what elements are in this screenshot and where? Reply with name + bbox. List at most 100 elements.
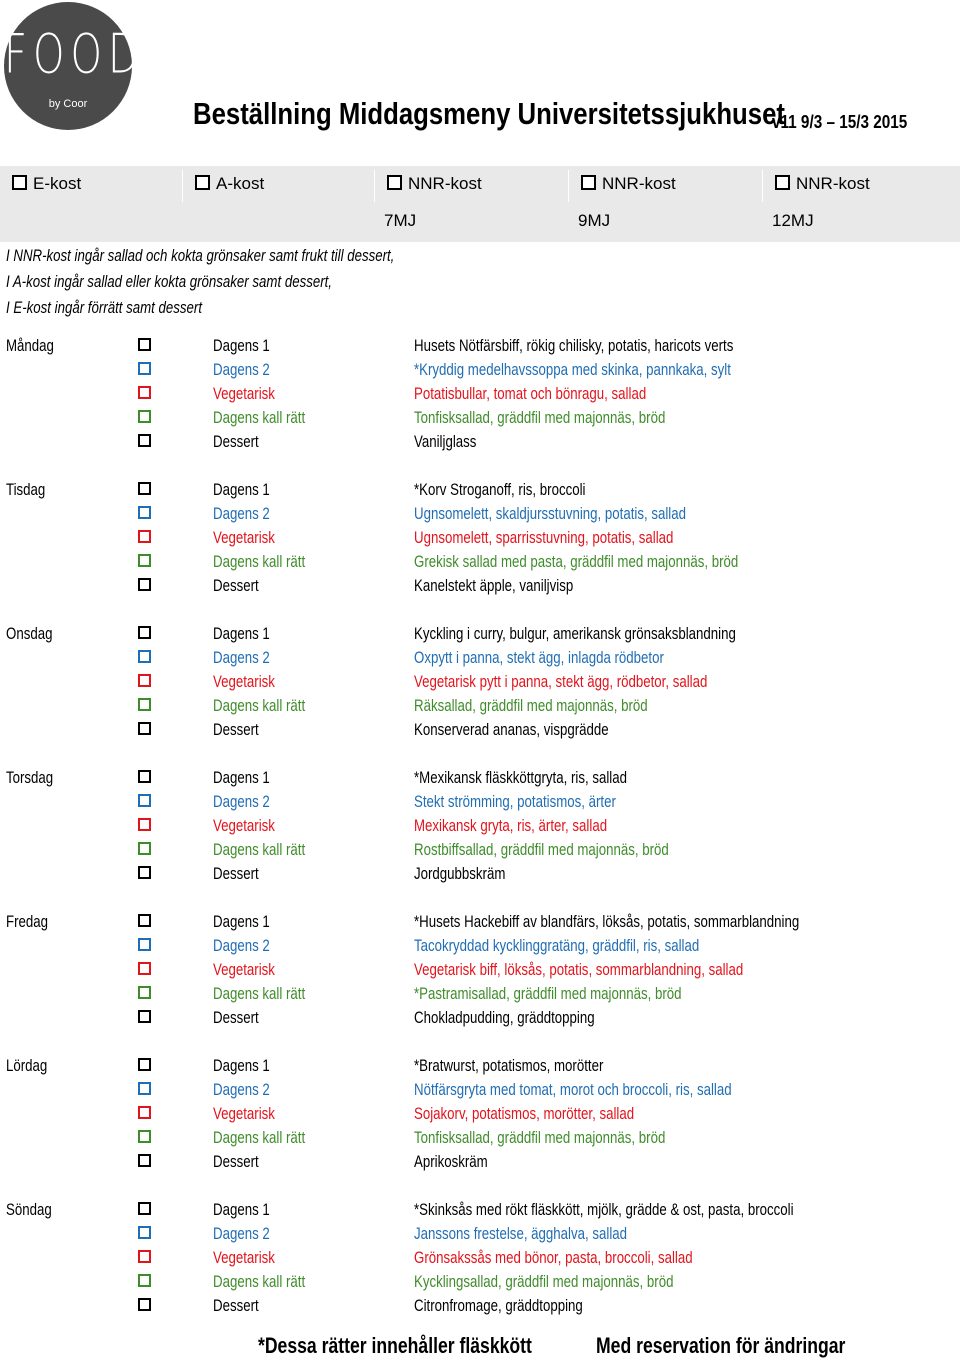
menu-row: Fredag Dagens 1 *Husets Hackebiff av bland… bbox=[0, 910, 960, 934]
order-checkbox[interactable] bbox=[138, 794, 151, 807]
checkbox-icon[interactable] bbox=[195, 175, 210, 190]
menu-row: Dagens kall rätt Tonfisksallad, gräddfil … bbox=[0, 1126, 960, 1150]
order-checkbox[interactable] bbox=[138, 650, 151, 663]
dish-description: *Mexikansk fläskköttgryta, ris, sallad bbox=[414, 768, 627, 787]
order-checkbox[interactable] bbox=[138, 626, 151, 639]
order-checkbox[interactable] bbox=[138, 962, 151, 975]
menu-row: Torsdag Dagens 1 *Mexikansk fläskköttgryta… bbox=[0, 766, 960, 790]
diet-option-nnr-12mj[interactable]: NNR-kost bbox=[762, 170, 951, 202]
checkbox-icon[interactable] bbox=[581, 175, 596, 190]
order-checkbox[interactable] bbox=[138, 1106, 151, 1119]
menu-row: Dessert Citronfromage, gräddtopping bbox=[0, 1294, 960, 1318]
menu-row: Dagens 2 Janssons frestelse, ägghalva, sa… bbox=[0, 1222, 960, 1246]
dish-description: Chokladpudding, gräddtopping bbox=[414, 1008, 595, 1027]
order-checkbox[interactable] bbox=[138, 1082, 151, 1095]
meal-category: Dagens 1 bbox=[213, 912, 270, 931]
note-line: I A-kost ingår sallad eller kokta grönsa… bbox=[6, 272, 332, 291]
checkbox-icon[interactable] bbox=[775, 175, 790, 190]
menu-row: Dagens kall rätt Grekisk sallad med pasta… bbox=[0, 550, 960, 574]
dish-description: Husets Nötfärsbiff, rökig chilisky, pota… bbox=[414, 336, 734, 355]
menu-row: Dagens kall rätt Rostbiffsallad, gräddfil… bbox=[0, 838, 960, 862]
order-checkbox[interactable] bbox=[138, 1058, 151, 1071]
diet-option-nnr-9mj[interactable]: NNR-kost bbox=[568, 170, 757, 202]
order-checkbox[interactable] bbox=[138, 434, 151, 447]
meal-category: Dagens 2 bbox=[213, 504, 270, 523]
order-checkbox[interactable] bbox=[138, 866, 151, 879]
meal-category: Dagens kall rätt bbox=[213, 840, 306, 859]
order-checkbox[interactable] bbox=[138, 842, 151, 855]
menu-row: Vegetarisk Vegetarisk biff, löksås, potat… bbox=[0, 958, 960, 982]
diet-option-a-kost[interactable]: A-kost bbox=[182, 170, 371, 202]
day-label: Torsdag bbox=[6, 768, 54, 787]
dish-description: Janssons frestelse, ägghalva, sallad bbox=[414, 1224, 628, 1243]
order-checkbox[interactable] bbox=[138, 1274, 151, 1287]
order-checkbox[interactable] bbox=[138, 530, 151, 543]
dish-description: Räksallad, gräddfil med majonnäs, bröd bbox=[414, 696, 648, 715]
dish-description: *Pastramisallad, gräddfil med majonnäs, … bbox=[414, 984, 682, 1003]
dish-description: Ugnsomelett, sparrisstuvning, potatis, s… bbox=[414, 528, 674, 547]
meal-category: Dagens kall rätt bbox=[213, 696, 306, 715]
order-checkbox[interactable] bbox=[138, 818, 151, 831]
order-checkbox[interactable] bbox=[138, 410, 151, 423]
diet-option-label: NNR-kost bbox=[408, 174, 482, 193]
dish-description: Jordgubbskräm bbox=[414, 864, 506, 883]
diet-option-nnr-7mj[interactable]: NNR-kost bbox=[374, 170, 563, 202]
order-checkbox[interactable] bbox=[138, 722, 151, 735]
meal-category: Dagens 1 bbox=[213, 624, 270, 643]
checkbox-icon[interactable] bbox=[12, 175, 27, 190]
order-checkbox[interactable] bbox=[138, 338, 151, 351]
order-checkbox[interactable] bbox=[138, 986, 151, 999]
menu-row: Dagens 2 Stekt strömming, potatismos, ärt… bbox=[0, 790, 960, 814]
order-checkbox[interactable] bbox=[138, 1226, 151, 1239]
logo-wordmark: FOOD bbox=[4, 23, 145, 87]
order-checkbox[interactable] bbox=[138, 1298, 151, 1311]
order-checkbox[interactable] bbox=[138, 506, 151, 519]
order-checkbox[interactable] bbox=[138, 1250, 151, 1263]
menu-row: Vegetarisk Ugnsomelett, sparrisstuvning, … bbox=[0, 526, 960, 550]
dish-description: Tacokryddad kycklinggratäng, gräddfil, r… bbox=[414, 936, 700, 955]
order-checkbox[interactable] bbox=[138, 698, 151, 711]
order-checkbox[interactable] bbox=[138, 1130, 151, 1143]
meal-category: Dagens 2 bbox=[213, 648, 270, 667]
menu-row: Dessert Vaniljglass bbox=[0, 430, 960, 454]
order-checkbox[interactable] bbox=[138, 482, 151, 495]
dish-description: Mexikansk gryta, ris, ärter, sallad bbox=[414, 816, 608, 835]
diet-option-label: A-kost bbox=[216, 174, 265, 193]
order-checkbox[interactable] bbox=[138, 1010, 151, 1023]
order-checkbox[interactable] bbox=[138, 938, 151, 951]
dish-description: *Bratwurst, potatismos, morötter bbox=[414, 1056, 604, 1075]
order-checkbox[interactable] bbox=[138, 914, 151, 927]
dish-description: Vegetarisk pytt i panna, stekt ägg, rödb… bbox=[414, 672, 708, 691]
menu-row: Lördag Dagens 1 *Bratwurst, potatismos, mo… bbox=[0, 1054, 960, 1078]
menu-row: Dagens kall rätt Kycklingsallad, gräddfil… bbox=[0, 1270, 960, 1294]
meal-category: Dessert bbox=[213, 864, 259, 883]
dish-description: Oxpytt i panna, stekt ägg, inlagda rödbe… bbox=[414, 648, 664, 667]
order-checkbox[interactable] bbox=[138, 362, 151, 375]
menu-row: Dagens kall rätt Tonfisksallad, gräddfil … bbox=[0, 406, 960, 430]
checkbox-icon[interactable] bbox=[387, 175, 402, 190]
diet-option-e-kost[interactable]: E-kost bbox=[0, 170, 188, 202]
order-checkbox[interactable] bbox=[138, 386, 151, 399]
order-checkbox[interactable] bbox=[138, 1154, 151, 1167]
page-title: Beställning Middagsmeny Universitetssjuk… bbox=[193, 96, 785, 131]
meal-category: Dagens kall rätt bbox=[213, 552, 306, 571]
note-line: I E-kost ingår förrätt samt dessert bbox=[6, 298, 203, 317]
meal-category: Dessert bbox=[213, 1152, 259, 1171]
order-checkbox[interactable] bbox=[138, 1202, 151, 1215]
meal-category: Dagens kall rätt bbox=[213, 1128, 306, 1147]
order-checkbox[interactable] bbox=[138, 578, 151, 591]
order-checkbox[interactable] bbox=[138, 554, 151, 567]
meal-category: Dessert bbox=[213, 1008, 259, 1027]
menu-row: Måndag Dagens 1 Husets Nötfärsbiff, rökig … bbox=[0, 334, 960, 358]
meal-category: Dagens 2 bbox=[213, 936, 270, 955]
menu-row: Dagens 2 Ugnsomelett, skaldjursstuvning, … bbox=[0, 502, 960, 526]
meal-category: Dagens kall rätt bbox=[213, 984, 306, 1003]
order-checkbox[interactable] bbox=[138, 770, 151, 783]
dish-description: Vaniljglass bbox=[414, 432, 477, 451]
order-checkbox[interactable] bbox=[138, 674, 151, 687]
meal-category: Dagens kall rätt bbox=[213, 408, 306, 427]
dish-description: *Husets Hackebiff av blandfärs, löksås, … bbox=[414, 912, 800, 931]
menu-row: Dagens kall rätt Räksallad, gräddfil med … bbox=[0, 694, 960, 718]
dish-description: *Skinksås med rökt fläskkött, mjölk, grä… bbox=[414, 1200, 794, 1219]
version-label: v11 9/3 – 15/3 2015 bbox=[772, 112, 908, 132]
